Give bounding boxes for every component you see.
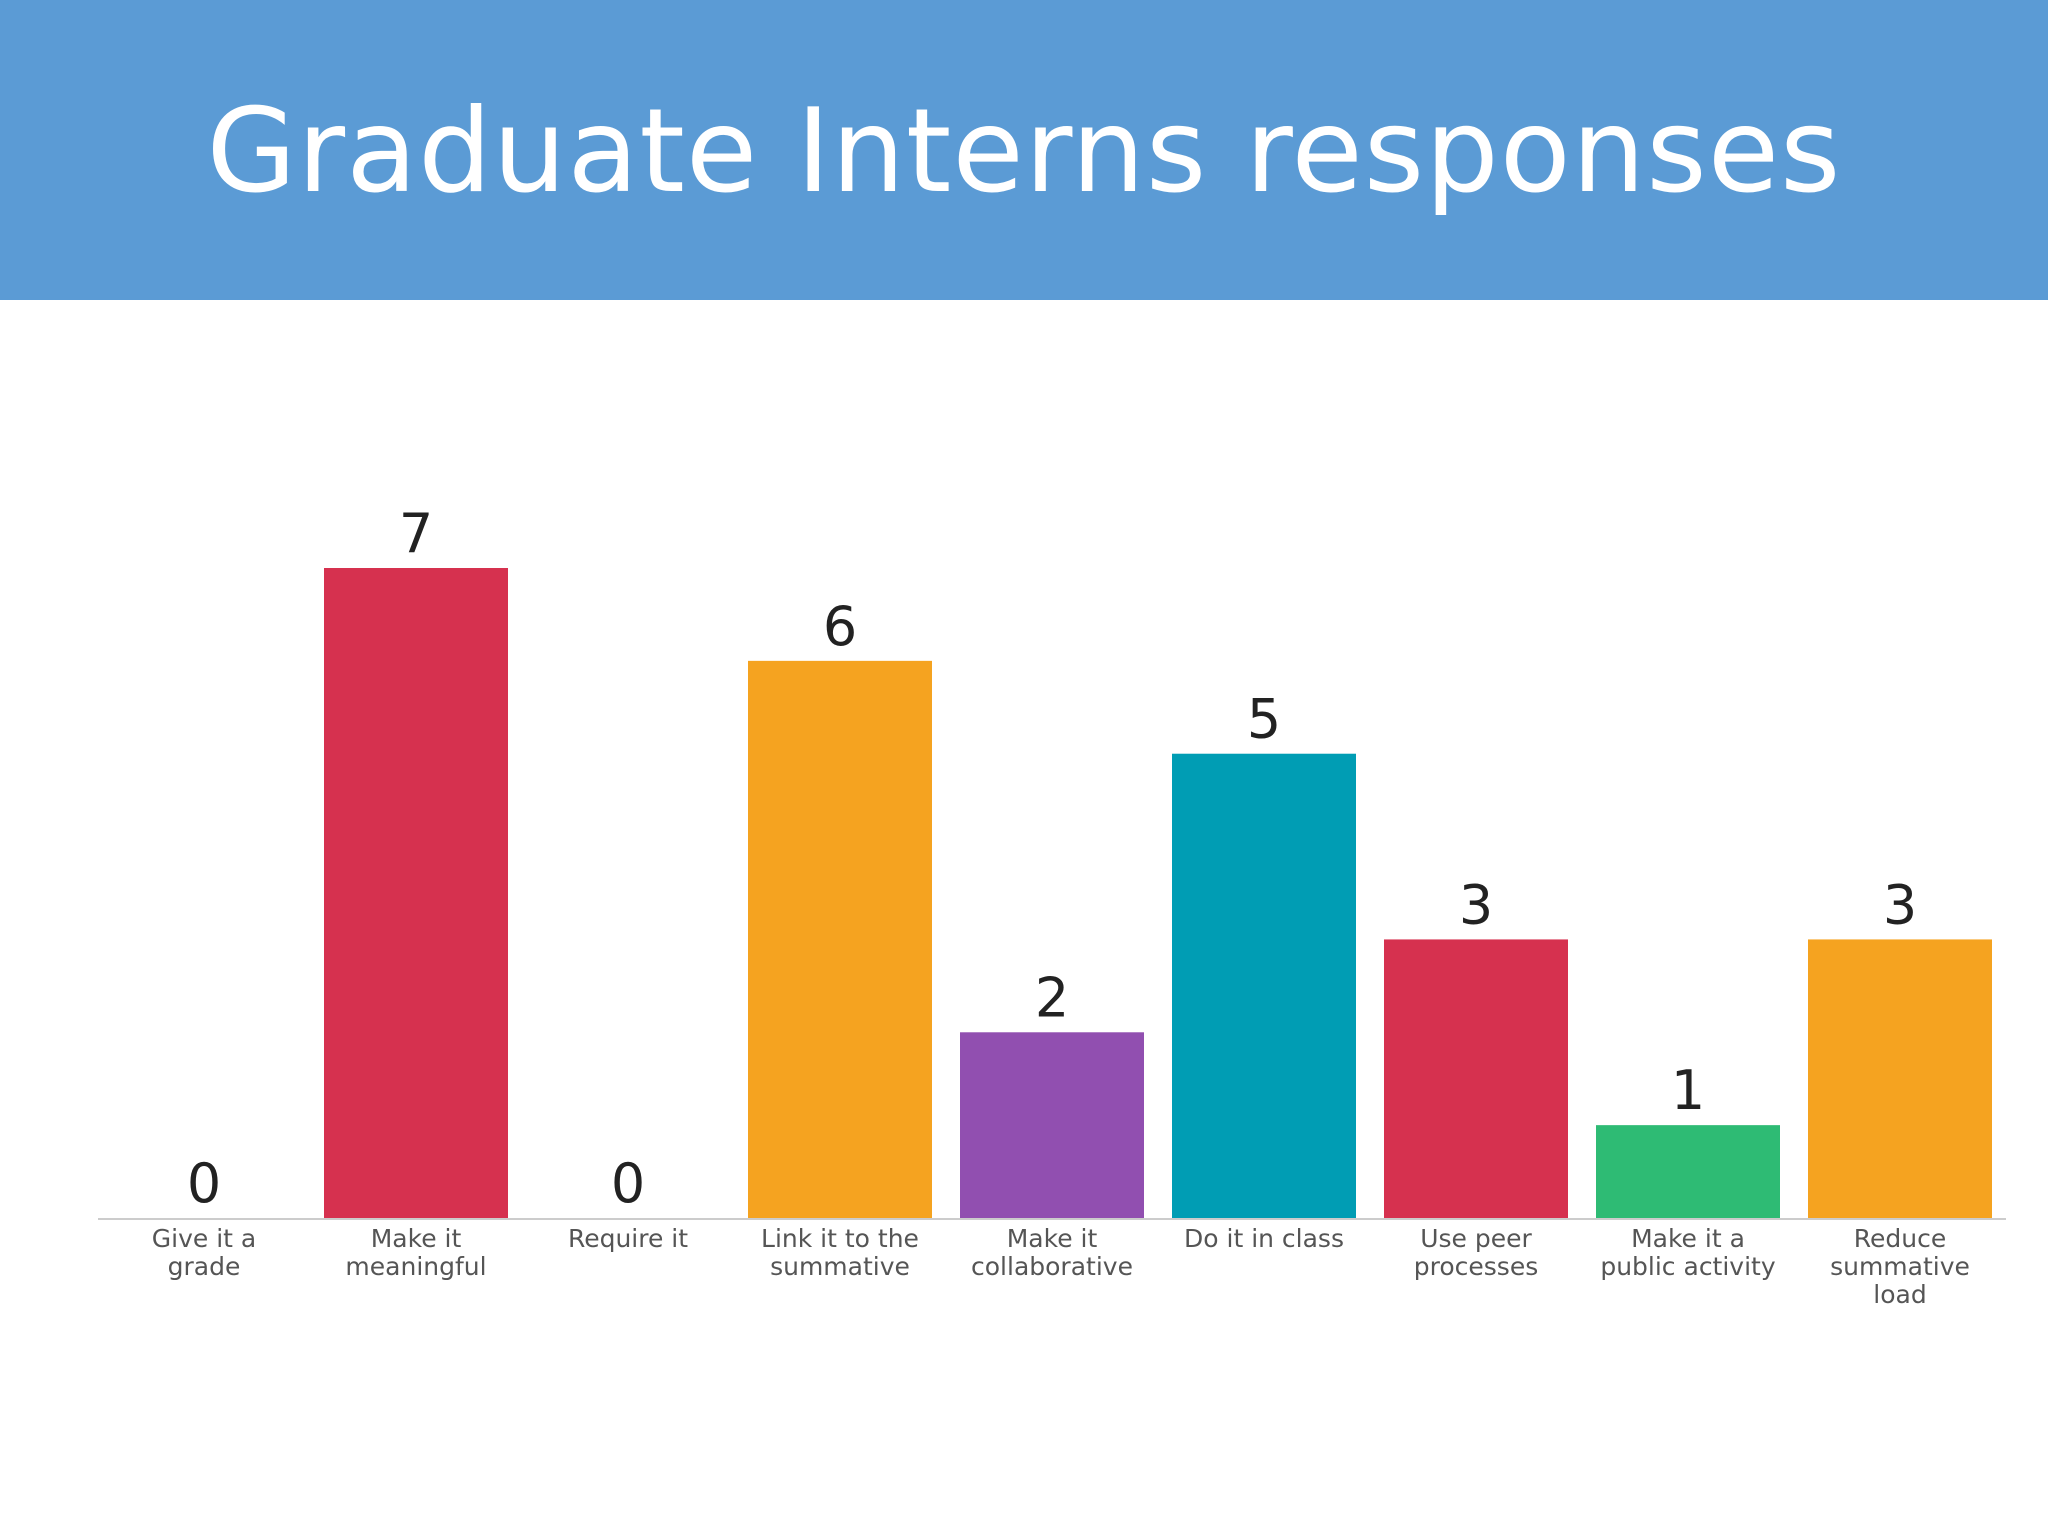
bar-do-it-in-class	[1172, 753, 1356, 1218]
category-label-do-it-in-class: Do it in class	[1184, 1224, 1344, 1253]
value-label-link-it-to-the-summative: 6	[823, 595, 857, 658]
bar-reduce-summative-load	[1808, 939, 1992, 1218]
category-label-line: Use peer	[1420, 1224, 1532, 1253]
category-label-use-peer-processes: Use peer processes	[1414, 1224, 1538, 1281]
category-label-line: Link it to the	[761, 1224, 919, 1253]
slide-title: Graduate Interns responses	[206, 84, 1842, 219]
category-label-make-it-collaborative: Make it collaborative	[971, 1224, 1133, 1281]
category-label-line: processes	[1414, 1252, 1538, 1281]
category-label-line: Reduce	[1854, 1224, 1946, 1253]
category-label-line: Make it	[371, 1224, 462, 1253]
category-label-line: public activity	[1600, 1252, 1776, 1281]
category-label-line: Require it	[568, 1224, 688, 1253]
bar-link-it-to-the-summative	[748, 660, 932, 1218]
category-label-line: Do it in class	[1184, 1224, 1344, 1253]
category-label-line: Make it	[1007, 1224, 1098, 1253]
bar-use-peer-processes	[1384, 939, 1568, 1218]
category-label-line: grade	[168, 1252, 241, 1281]
bar-make-it-meaningful	[324, 568, 508, 1218]
category-label-link-it-to-the-summative: Link it to the summative	[761, 1224, 919, 1281]
category-label-line: summative	[770, 1252, 910, 1281]
value-label-require-it: 0	[611, 1152, 645, 1215]
value-label-make-it-collaborative: 2	[1035, 966, 1069, 1029]
category-label-line: Make it a	[1631, 1224, 1745, 1253]
value-label-do-it-in-class: 5	[1247, 688, 1281, 751]
value-label-make-it-a-public-activity: 1	[1671, 1059, 1705, 1122]
category-label-reduce-summative-load: Reduce summative load	[1830, 1224, 1970, 1309]
category-label-line: meaningful	[345, 1252, 486, 1281]
title-banner	[0, 0, 2048, 300]
bar-make-it-a-public-activity	[1596, 1125, 1780, 1218]
value-label-make-it-meaningful: 7	[399, 502, 433, 565]
category-label-line: summative	[1830, 1252, 1970, 1281]
category-label-make-it-meaningful: Make it meaningful	[345, 1224, 486, 1281]
value-label-use-peer-processes: 3	[1459, 873, 1493, 936]
bar-make-it-collaborative	[960, 1032, 1144, 1218]
category-label-require-it: Require it	[568, 1224, 688, 1253]
category-label-line: collaborative	[971, 1252, 1133, 1281]
category-label-give-it-a-grade: Give it a grade	[152, 1224, 256, 1281]
value-label-give-it-a-grade: 0	[187, 1152, 221, 1215]
bars-layer	[324, 568, 1992, 1218]
value-label-reduce-summative-load: 3	[1883, 873, 1917, 936]
category-label-make-it-a-public-activity: Make it a public activity	[1600, 1224, 1776, 1281]
category-label-line: Give it a	[152, 1224, 256, 1253]
category-label-line: load	[1873, 1280, 1926, 1309]
